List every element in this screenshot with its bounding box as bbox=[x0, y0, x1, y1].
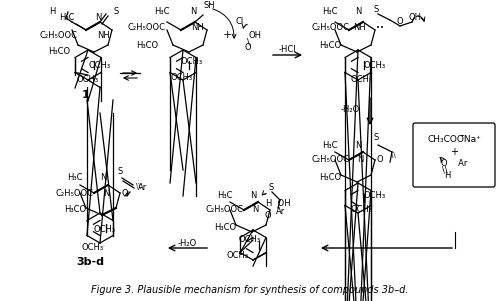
Text: N: N bbox=[103, 188, 109, 197]
Text: H₃C: H₃C bbox=[322, 8, 338, 17]
Text: N: N bbox=[355, 141, 361, 150]
Text: OCH₃: OCH₃ bbox=[351, 206, 373, 215]
Text: H₃CO: H₃CO bbox=[319, 172, 341, 182]
Text: Ar: Ar bbox=[138, 184, 147, 193]
Text: N: N bbox=[355, 8, 361, 17]
Text: H₃CO: H₃CO bbox=[214, 224, 236, 232]
Text: C₂H₅OOC: C₂H₅OOC bbox=[311, 23, 349, 33]
Text: H  OH: H OH bbox=[266, 198, 290, 207]
Text: O    Ar: O Ar bbox=[441, 159, 467, 167]
Text: 1: 1 bbox=[82, 90, 90, 100]
Text: H₃CO: H₃CO bbox=[64, 206, 86, 215]
Text: H₃C: H₃C bbox=[217, 191, 233, 200]
Text: -HCl: -HCl bbox=[278, 45, 296, 54]
Text: \: \ bbox=[246, 38, 250, 46]
Text: H₃C: H₃C bbox=[154, 8, 170, 17]
Text: 3b-d: 3b-d bbox=[76, 257, 104, 267]
Text: H₃C: H₃C bbox=[67, 173, 83, 182]
Text: OCH₃: OCH₃ bbox=[364, 191, 386, 200]
Text: H₃CO: H₃CO bbox=[319, 41, 341, 49]
Text: S: S bbox=[268, 184, 274, 193]
Text: S: S bbox=[374, 134, 378, 142]
Text: N: N bbox=[252, 206, 258, 215]
Text: +: + bbox=[450, 147, 458, 157]
Text: NH: NH bbox=[192, 23, 204, 33]
Text: OH: OH bbox=[248, 30, 262, 39]
Text: -H₂O: -H₂O bbox=[178, 238, 197, 247]
Text: OCH₃: OCH₃ bbox=[94, 225, 116, 234]
Text: Cl: Cl bbox=[236, 17, 244, 26]
Text: H₃C: H₃C bbox=[60, 14, 75, 23]
Text: H: H bbox=[49, 8, 55, 17]
Text: O: O bbox=[122, 188, 128, 197]
Text: OCH₃: OCH₃ bbox=[82, 244, 104, 253]
Text: \\: \\ bbox=[136, 183, 140, 189]
Text: CH₃COO̅Na⁺: CH₃COO̅Na⁺ bbox=[427, 135, 481, 144]
Text: OCH₃: OCH₃ bbox=[77, 76, 99, 85]
Text: ··: ·· bbox=[207, 1, 211, 7]
Text: Ar: Ar bbox=[276, 207, 285, 216]
Text: NH: NH bbox=[354, 23, 366, 33]
Text: N: N bbox=[250, 191, 256, 200]
Text: OCH₃: OCH₃ bbox=[351, 76, 373, 85]
Text: H₃C: H₃C bbox=[322, 141, 338, 150]
Text: ••: •• bbox=[376, 25, 384, 31]
Text: -H₂O: -H₂O bbox=[340, 105, 359, 114]
Text: \\: \\ bbox=[390, 152, 396, 158]
Text: N: N bbox=[95, 14, 101, 23]
Text: S: S bbox=[114, 8, 118, 17]
Text: N: N bbox=[190, 8, 196, 17]
FancyBboxPatch shape bbox=[413, 123, 495, 187]
Text: S: S bbox=[374, 5, 378, 14]
Text: H: H bbox=[444, 172, 450, 181]
Text: H₃CO: H₃CO bbox=[48, 48, 70, 57]
Text: C₂H₅OOC: C₂H₅OOC bbox=[128, 23, 166, 33]
Text: S: S bbox=[118, 167, 122, 176]
Text: C₂H₅OOC: C₂H₅OOC bbox=[40, 30, 78, 39]
Text: OCH₃: OCH₃ bbox=[171, 73, 193, 82]
Text: SH: SH bbox=[203, 2, 215, 11]
Text: OH: OH bbox=[408, 14, 422, 23]
Text: Figure 3. Plausible mechanism for synthesis of compounds 3b–d.: Figure 3. Plausible mechanism for synthe… bbox=[91, 285, 409, 295]
Text: N: N bbox=[357, 156, 363, 165]
Text: O: O bbox=[244, 44, 252, 52]
Text: OCH₃: OCH₃ bbox=[364, 61, 386, 70]
Text: \\: \\ bbox=[442, 166, 448, 175]
Text: O: O bbox=[396, 17, 404, 26]
Text: +: + bbox=[222, 30, 232, 40]
Text: OCH₃: OCH₃ bbox=[181, 57, 203, 67]
Text: OCH₃: OCH₃ bbox=[89, 61, 111, 70]
Text: OCH₃: OCH₃ bbox=[227, 252, 249, 260]
Text: H₃CO: H₃CO bbox=[136, 41, 158, 49]
Text: O: O bbox=[376, 156, 384, 165]
Text: C₂H₅OOC: C₂H₅OOC bbox=[311, 156, 349, 165]
Text: OCH₃: OCH₃ bbox=[239, 235, 261, 244]
Text: O: O bbox=[264, 210, 272, 219]
Text: C₂H₅OOC: C₂H₅OOC bbox=[56, 188, 94, 197]
Text: NH: NH bbox=[96, 30, 110, 39]
Text: C₂H₅OOC: C₂H₅OOC bbox=[206, 206, 244, 215]
Text: N: N bbox=[100, 173, 106, 182]
